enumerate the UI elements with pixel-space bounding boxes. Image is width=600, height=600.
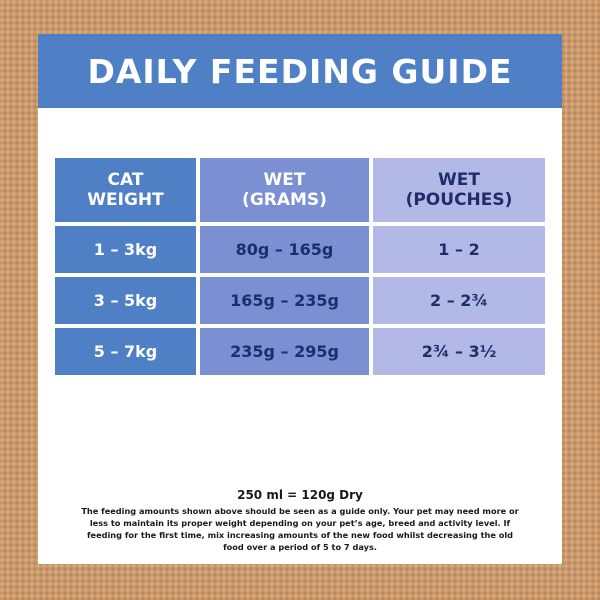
cell-grams: 165g – 235g <box>200 277 369 324</box>
conversion-note: 250 ml = 120g Dry <box>237 488 363 502</box>
cell-pouches: 2¾ – 3½ <box>373 328 545 375</box>
cell-weight: 3 – 5kg <box>55 277 196 324</box>
header-wet-pouches: WET (POUCHES) <box>373 158 545 222</box>
header-wet-pouches-line1: WET <box>438 170 480 190</box>
table-row: 3 – 5kg 165g – 235g 2 – 2¾ <box>55 277 545 324</box>
table-header-row: CAT WEIGHT WET (GRAMS) WET (POUCHES) <box>55 158 545 222</box>
cell-pouches: 2 – 2¾ <box>373 277 545 324</box>
cell-weight: 5 – 7kg <box>55 328 196 375</box>
header-cat-weight-line2: WEIGHT <box>87 190 164 210</box>
header-wet-grams-line1: WET <box>263 170 306 190</box>
cell-pouches: 1 – 2 <box>373 226 545 273</box>
table-row: 5 – 7kg 235g – 295g 2¾ – 3½ <box>55 328 545 375</box>
feeding-table: CAT WEIGHT WET (GRAMS) WET (POUCHES) 1 –… <box>55 158 545 379</box>
cell-grams: 80g – 165g <box>200 226 369 273</box>
cell-grams: 235g – 295g <box>200 328 369 375</box>
header-wet-pouches-line2: (POUCHES) <box>405 190 513 210</box>
title-bar: DAILY FEEDING GUIDE <box>38 34 562 108</box>
header-wet-grams: WET (GRAMS) <box>200 158 369 222</box>
feeding-guide-card: DAILY FEEDING GUIDE CAT WEIGHT WET (GRAM… <box>38 34 562 564</box>
table-row: 1 – 3kg 80g – 165g 1 – 2 <box>55 226 545 273</box>
header-cat-weight-line1: CAT <box>107 170 144 190</box>
feeding-disclaimer: The feeding amounts shown above should b… <box>81 506 519 552</box>
header-cat-weight: CAT WEIGHT <box>55 158 196 222</box>
cell-weight: 1 – 3kg <box>55 226 196 273</box>
header-wet-grams-line2: (GRAMS) <box>242 190 327 210</box>
page-title: DAILY FEEDING GUIDE <box>87 51 513 91</box>
